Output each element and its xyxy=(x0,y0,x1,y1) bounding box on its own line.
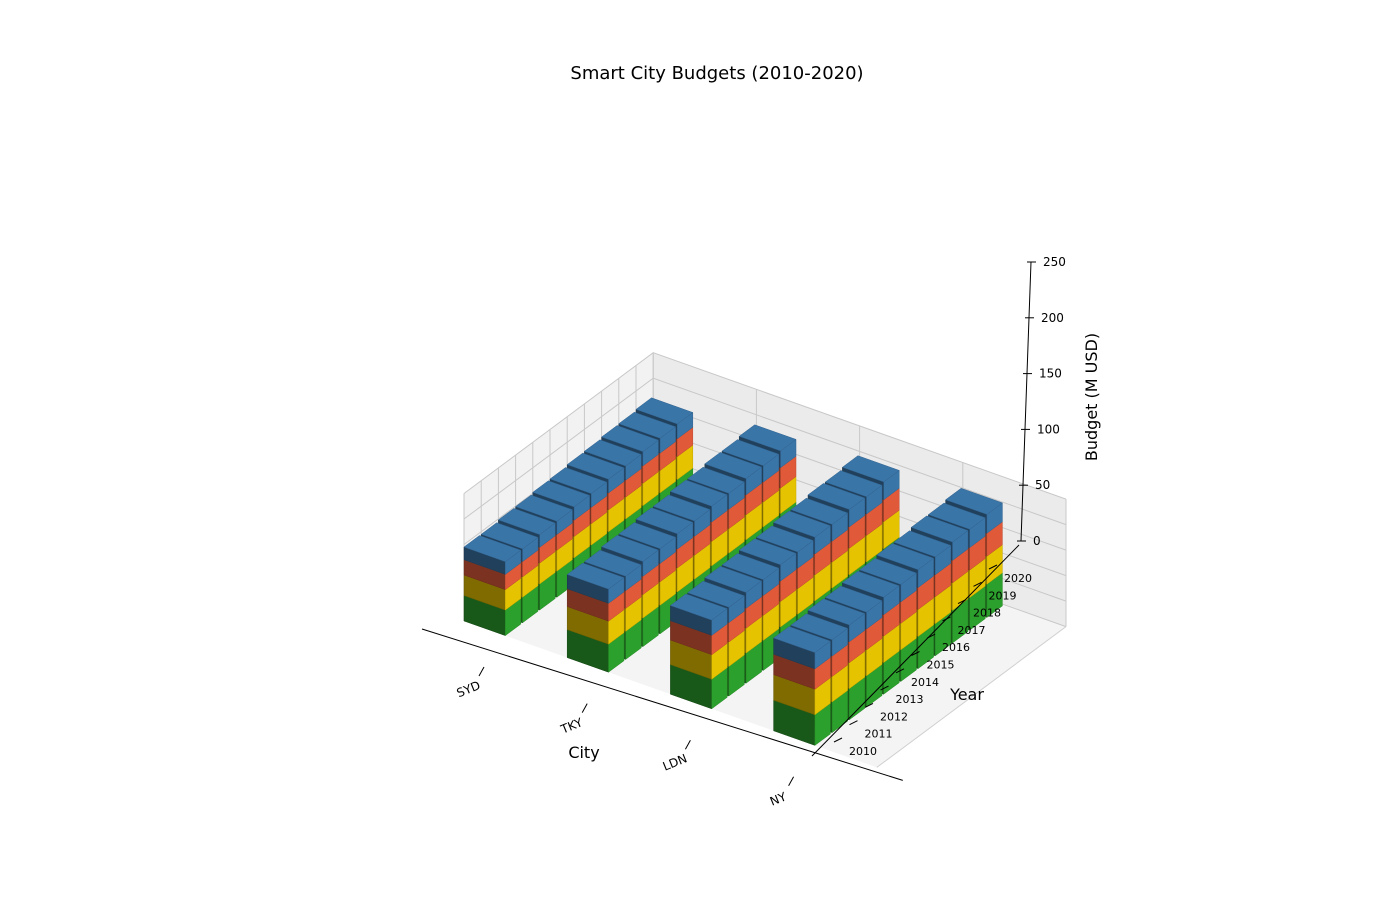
y-tick-mark xyxy=(880,685,889,691)
y-tick-label-2014: 2014 xyxy=(911,676,939,689)
bar-segment-LDN-2010-s3 xyxy=(669,593,728,636)
y-tick-label-2015: 2015 xyxy=(927,659,955,672)
y-tick-mark xyxy=(895,668,905,674)
grid-floor-line xyxy=(876,626,1067,768)
axes-layer: SYD TKY LDN NY 2010 2011 2012 2013 2014 2015 2016 2… xyxy=(421,255,1066,809)
z-tick-label-200: 200 xyxy=(1041,311,1064,325)
bar-segment-NY-2010-s3 xyxy=(773,626,831,670)
y-tick-mark xyxy=(957,599,967,605)
x-tick-mark xyxy=(581,703,588,713)
x-tick-mark xyxy=(684,739,691,750)
y-tick-mark xyxy=(849,720,858,726)
x-axis-label: City xyxy=(568,743,599,762)
x-tick-mark xyxy=(788,776,795,787)
z-tick-label-50: 50 xyxy=(1035,478,1050,492)
bar-segment-TKY-2010-s3 xyxy=(566,562,625,604)
z-tick-label-0: 0 xyxy=(1033,534,1041,548)
y-tick-mark xyxy=(973,581,982,587)
y-tick-mark xyxy=(988,564,998,570)
x-axis-line xyxy=(421,628,903,781)
z-tick-label-150: 150 xyxy=(1039,367,1062,381)
z-axis-line xyxy=(1020,261,1032,542)
y-tick-mark xyxy=(833,737,843,743)
y-tick-label-2018: 2018 xyxy=(973,607,1001,620)
y-tick-mark xyxy=(926,633,936,639)
x-tick-mark xyxy=(478,666,485,677)
y-tick-label-2012: 2012 xyxy=(880,710,908,723)
y-tick-mark xyxy=(864,702,874,708)
z-tick-label-250: 250 xyxy=(1043,255,1066,269)
y-axis-line xyxy=(811,544,1020,757)
x-tick-label-TKY: TKY xyxy=(558,715,585,737)
z-tick-label-100: 100 xyxy=(1037,422,1060,436)
y-tick-label-2017: 2017 xyxy=(958,624,986,637)
y-tick-label-2010: 2010 xyxy=(849,745,877,758)
x-tick-label-LDN: LDN xyxy=(661,751,689,773)
chart-title: Smart City Budgets (2010-2020) xyxy=(570,63,863,84)
z-axis-label: Budget (M USD) xyxy=(1082,333,1101,461)
x-tick-label-NY: NY xyxy=(768,789,789,808)
bar-segment-SYD-2010-s3 xyxy=(463,535,522,575)
y-tick-label-2016: 2016 xyxy=(942,641,970,654)
bars-layer xyxy=(463,397,1003,746)
y-tick-mark xyxy=(911,651,920,656)
y-tick-label-2011: 2011 xyxy=(865,728,893,741)
y-tick-mark xyxy=(942,616,951,622)
y-tick-label-2013: 2013 xyxy=(896,693,924,706)
x-tick-label-SYD: SYD xyxy=(455,678,483,700)
y-axis-label: Year xyxy=(949,685,984,704)
y-tick-label-2020: 2020 xyxy=(1004,572,1032,585)
y-tick-label-2019: 2019 xyxy=(989,589,1017,602)
